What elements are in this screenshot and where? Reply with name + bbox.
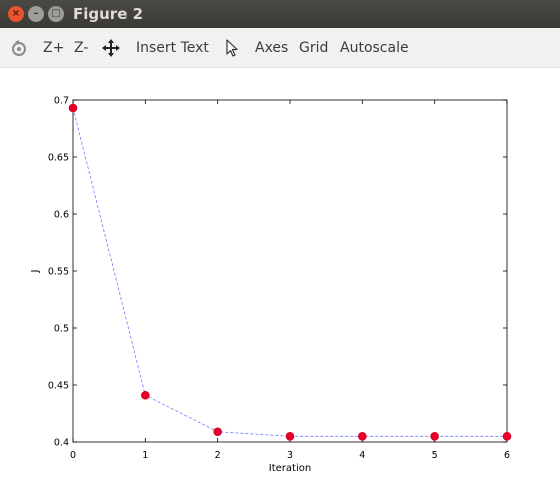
figure-toolbar: Z+ Z- Insert Text Axes Grid Autoscale: [0, 28, 560, 68]
zoom-in-button[interactable]: Z+: [43, 40, 65, 56]
data-point: [68, 103, 78, 113]
data-point: [502, 431, 512, 441]
y-tick-label: 0.5: [54, 324, 69, 335]
x-tick-label: 4: [359, 450, 365, 461]
y-tick-label: 0.55: [48, 267, 69, 278]
x-tick-label: 5: [432, 450, 438, 461]
y-tick-label: 0.45: [48, 381, 69, 392]
x-axis-label: Iteration: [269, 463, 311, 474]
y-axis-label: J: [30, 270, 41, 274]
x-tick-label: 1: [142, 450, 148, 461]
close-icon: ×: [11, 8, 21, 19]
axes-box: [72, 99, 508, 443]
pan-button[interactable]: [101, 38, 121, 58]
grid-button[interactable]: Grid: [299, 40, 329, 56]
line-chart: 0 1 2 3 4 5 6 0.4 0.45 0.5 0.55 0.6 0.65 0.7 Iteratio…: [30, 96, 512, 474]
autoscale-button[interactable]: Autoscale: [340, 40, 409, 56]
minimize-icon: –: [33, 8, 39, 19]
zoom-out-button[interactable]: Z-: [74, 40, 89, 56]
data-point: [358, 431, 367, 441]
x-tick-label: 6: [504, 450, 510, 461]
y-tick-label: 0.6: [54, 210, 69, 221]
data-point: [141, 390, 150, 400]
rotate-button[interactable]: [9, 38, 29, 58]
rotate-icon: [12, 40, 26, 56]
data-point: [213, 427, 222, 437]
axes-button[interactable]: Axes: [255, 40, 289, 56]
x-tick-label: 3: [287, 450, 293, 461]
y-tick-label: 0.4: [54, 438, 69, 449]
insert-text-button[interactable]: Insert Text: [136, 40, 209, 56]
y-tick-label: 0.65: [48, 153, 69, 164]
plot-area[interactable]: 0 1 2 3 4 5 6 0.4 0.45 0.5 0.55 0.6 0.65 0.7 Iteratio…: [0, 68, 560, 489]
x-tick-label: 0: [70, 450, 76, 461]
title-bar: × – □ Figure 2: [0, 0, 560, 28]
maximize-window-button[interactable]: □: [48, 6, 64, 22]
y-tick-label: 0.7: [54, 96, 69, 107]
x-tick-label: 2: [215, 450, 221, 461]
minimize-window-button[interactable]: –: [28, 6, 44, 22]
select-arrow-icon: [226, 39, 238, 57]
select-button[interactable]: [222, 38, 242, 58]
series-line: [72, 107, 507, 437]
maximize-icon: □: [51, 8, 61, 19]
data-point: [285, 431, 295, 441]
window-title: Figure 2: [73, 5, 144, 23]
pan-icon: [102, 39, 120, 57]
close-window-button[interactable]: ×: [8, 6, 24, 22]
data-point: [430, 431, 439, 441]
